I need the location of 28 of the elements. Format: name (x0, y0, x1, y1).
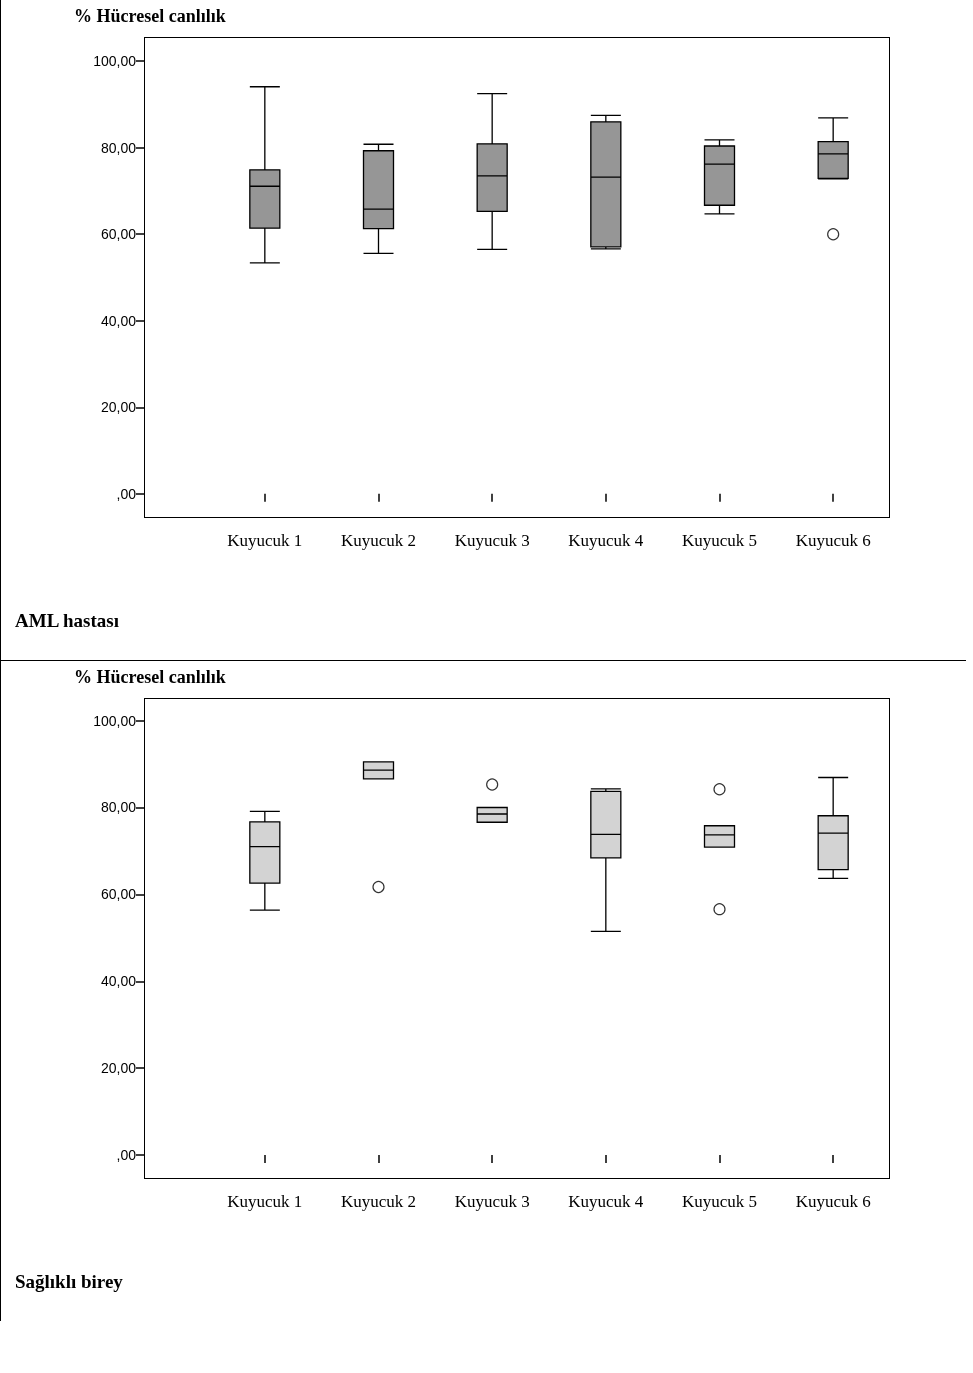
text: Sağlıklı birey (15, 1271, 123, 1293)
x-tick-label: Kuyucuk 5 (681, 1192, 758, 1211)
x-tick-label: Kuyucuk 4 (568, 531, 644, 550)
x-tick-label: Kuyucuk 5 (681, 531, 758, 550)
x-tick-label: Kuyucuk 3 (454, 531, 530, 550)
x-tick-label: Kuyucuk 6 (795, 531, 871, 550)
y-tick-label: 80,00 (100, 139, 137, 156)
y-tick-label: 100,00 (93, 53, 137, 70)
y-axis-title: % Hücresel canlılık (74, 667, 226, 687)
y-tick-label: 20,00 (100, 1060, 137, 1077)
x-tick-label: Kuyucuk 2 (340, 1192, 417, 1211)
y-tick-label: 40,00 (100, 312, 137, 329)
x-tick-label: Kuyucuk 3 (454, 1192, 530, 1211)
y-tick-label: ,00 (116, 1147, 137, 1164)
y-tick-label: 20,00 (100, 399, 137, 416)
y-axis-title: % Hücresel canlılık (74, 6, 226, 26)
y-tick-label: 100,00 (93, 712, 137, 729)
text: AML hastası (15, 610, 119, 632)
y-tick-label: 60,00 (100, 886, 137, 903)
x-tick-label: Kuyucuk 6 (795, 1192, 871, 1211)
x-tick-label: Kuyucuk 1 (227, 531, 303, 550)
y-tick-label: ,00 (116, 485, 137, 502)
x-tick-label: Kuyucuk 1 (227, 1192, 303, 1211)
x-tick-label: Kuyucuk 2 (340, 531, 417, 550)
y-tick-label: 60,00 (100, 226, 137, 243)
y-tick-label: 40,00 (100, 973, 137, 990)
x-tick-label: Kuyucuk 4 (568, 1192, 644, 1211)
y-tick-label: 80,00 (100, 799, 137, 816)
